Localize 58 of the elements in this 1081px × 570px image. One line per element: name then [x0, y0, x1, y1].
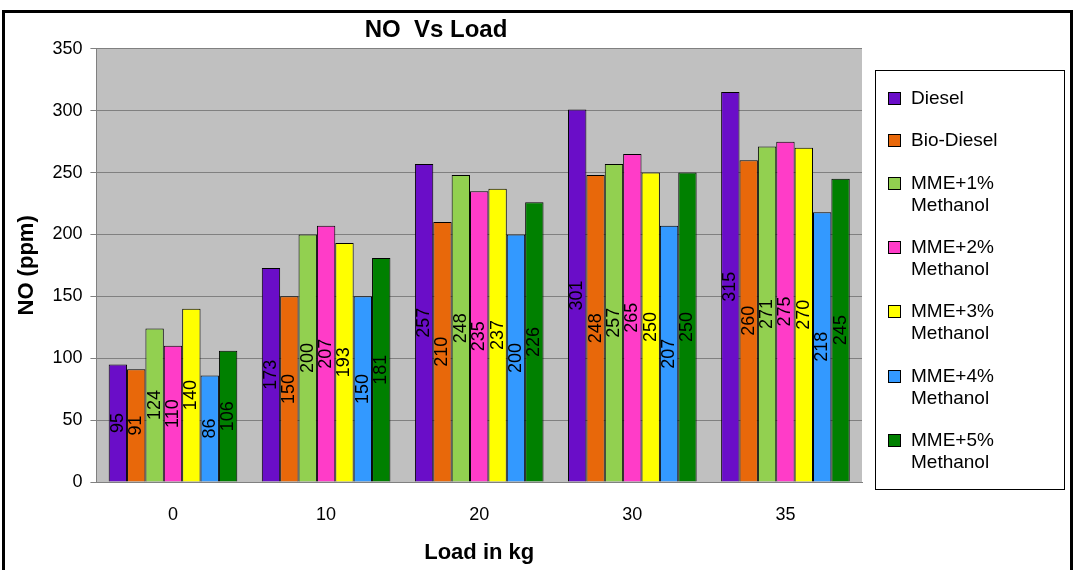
- data-label: 248: [584, 313, 605, 344]
- data-label: 235: [468, 321, 489, 352]
- data-label: 270: [792, 299, 813, 330]
- y-tick-label: 250: [52, 161, 83, 182]
- y-tick-label: 200: [52, 223, 83, 244]
- data-label: 265: [621, 302, 642, 333]
- data-label: 257: [602, 307, 623, 338]
- data-label: 207: [315, 338, 336, 369]
- data-label: 181: [370, 354, 391, 385]
- data-label: 250: [676, 312, 697, 343]
- legend-label: MME+1% Methanol: [911, 171, 995, 216]
- x-tick-label: 20: [469, 503, 490, 524]
- y-tick-label: 0: [72, 470, 83, 491]
- data-label: 95: [106, 412, 127, 433]
- data-label: 315: [719, 271, 740, 302]
- data-label: 91: [125, 415, 146, 436]
- data-label: 124: [143, 389, 164, 421]
- data-label: 200: [504, 342, 525, 373]
- x-axis-title: Load in kg: [424, 538, 535, 564]
- y-tick-label: 100: [52, 347, 83, 368]
- y-tick-label: 300: [52, 99, 83, 120]
- chart-title: NO Vs Load: [364, 15, 508, 43]
- legend-label: MME+4% Methanol: [911, 364, 995, 409]
- x-tick-label: 35: [775, 503, 796, 524]
- data-label: 200: [296, 342, 317, 373]
- data-label: 218: [811, 331, 832, 362]
- data-label: 237: [486, 320, 507, 351]
- legend-label: MME+5% Methanol: [911, 428, 995, 473]
- legend-label: MME+3% Methanol: [911, 300, 995, 345]
- data-label: 260: [737, 305, 758, 336]
- y-tick-label: 150: [52, 285, 83, 306]
- data-label: 257: [413, 307, 434, 338]
- data-label: 106: [217, 401, 238, 432]
- y-axis-title: NO (ppm): [13, 215, 39, 316]
- data-label: 140: [180, 380, 201, 411]
- x-tick-label: 10: [316, 503, 337, 524]
- x-tick-label: 0: [167, 503, 178, 524]
- data-label: 110: [161, 399, 182, 429]
- data-label: 150: [278, 373, 299, 404]
- x-tick-label: 30: [622, 503, 643, 524]
- data-label: 271: [756, 299, 777, 330]
- data-label: 210: [431, 336, 452, 367]
- data-label: 248: [449, 313, 470, 344]
- data-label: 207: [658, 338, 679, 369]
- legend-label: Bio-Diesel: [911, 129, 999, 152]
- data-label: 193: [333, 347, 354, 378]
- data-label: 173: [259, 359, 280, 390]
- data-label: 245: [829, 315, 850, 346]
- data-label: 275: [774, 296, 795, 327]
- data-label: 150: [351, 373, 372, 404]
- y-tick-label: 350: [52, 37, 83, 58]
- data-label: 226: [523, 326, 544, 357]
- y-tick-label: 50: [62, 409, 83, 430]
- legend-label: Diesel: [911, 87, 965, 110]
- data-label: 301: [566, 280, 587, 311]
- data-label: 250: [639, 312, 660, 343]
- legend-label: MME+2% Methanol: [911, 235, 995, 280]
- data-label: 86: [198, 418, 219, 439]
